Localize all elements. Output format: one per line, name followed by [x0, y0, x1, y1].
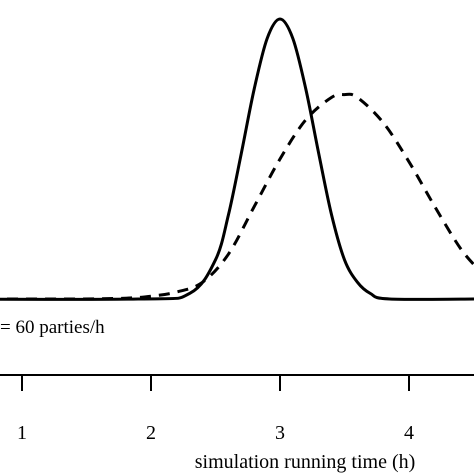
- x-tick-label-1: 1: [17, 422, 27, 444]
- x-tick-label-4: 4: [404, 422, 414, 444]
- x-axis-ticks: 1 2 3 4: [17, 375, 414, 444]
- plot-area: [0, 17, 474, 301]
- series-line-solid: [0, 17, 474, 301]
- series-line-dashed: [0, 92, 474, 301]
- x-axis-title: simulation running time (h): [195, 451, 416, 473]
- x-tick-label-2: 2: [146, 422, 156, 444]
- x-tick-label-3: 3: [275, 422, 285, 444]
- annotation-label: = 60 parties/h: [0, 317, 105, 338]
